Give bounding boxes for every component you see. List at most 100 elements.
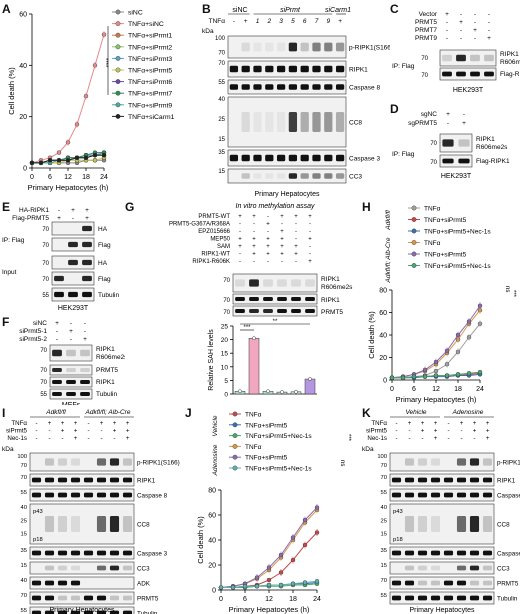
- blot-band: [31, 580, 42, 586]
- blot-band: [265, 84, 274, 90]
- blot-band: [442, 139, 454, 147]
- group-label: Adkfl/fl; Alb-Cre: [85, 409, 131, 416]
- condition-sign: +: [83, 336, 87, 343]
- group-label: Adkfl/fl: [45, 409, 66, 416]
- blot-band: [276, 112, 286, 132]
- condition-sign: -: [488, 19, 490, 26]
- condition-sign: +: [113, 428, 117, 435]
- mw-label: 15: [21, 532, 27, 538]
- panel-h-line-chart: 0 20 40 60 80 0 6 12 18 24 Primary Hepatocytes (h)…: [367, 205, 516, 405]
- blot-band: [31, 610, 42, 614]
- blot-band: [276, 42, 286, 52]
- data-point: [433, 368, 439, 374]
- blot-band: [417, 492, 428, 498]
- blot-label: RIPK1: [500, 51, 519, 58]
- condition-sign: +: [421, 428, 425, 435]
- blot-band: [70, 550, 81, 556]
- blot-band: [430, 516, 441, 532]
- blot-band: [263, 279, 273, 287]
- x-axis-label: Primary Hepatocytes (h): [229, 605, 310, 614]
- blot-band: [456, 565, 467, 571]
- blot-band: [253, 112, 262, 132]
- legend-marker: [115, 67, 121, 73]
- blot-band: [70, 492, 81, 498]
- condition-sign: -: [48, 435, 50, 442]
- blot-label: p-RIPK1(S166): [349, 45, 390, 52]
- mw-label: 35: [21, 548, 27, 554]
- blot-strip: [389, 576, 495, 590]
- lane-label: +: [244, 18, 248, 25]
- blot-band: [482, 580, 493, 586]
- x-tick-label: 24: [313, 596, 321, 603]
- condition-sign: +: [238, 244, 242, 250]
- data-point: [466, 371, 472, 376]
- blot-band: [80, 380, 90, 384]
- panel-label-g: G: [125, 200, 135, 214]
- condition-sign: -: [267, 214, 269, 220]
- mw-label: 55: [21, 490, 27, 496]
- blot-band: [391, 477, 402, 483]
- blot-band: [482, 492, 493, 498]
- legend-marker: [115, 102, 121, 108]
- blot-band: [253, 173, 262, 179]
- condition-label: EPZ015666: [198, 229, 230, 235]
- blot-label: RIPK1: [96, 379, 115, 386]
- blot-band: [288, 84, 298, 90]
- blot-band: [291, 279, 301, 287]
- condition-sign: -: [473, 435, 475, 442]
- y-tick-label: 10: [221, 364, 229, 371]
- blot-band: [122, 458, 133, 466]
- condition-sign: -: [395, 435, 397, 442]
- y-tick-label: 40: [379, 333, 387, 340]
- legend-label: TNFα+siPrmt5+Nec-1s: [245, 433, 312, 440]
- blot-band: [122, 550, 133, 556]
- condition-sign: +: [61, 420, 65, 427]
- condition-sign: -: [84, 320, 86, 327]
- condition-sign: +: [69, 328, 73, 335]
- blot-band: [57, 550, 68, 556]
- group-label: Adenosine: [212, 444, 219, 476]
- blot-band: [249, 297, 259, 301]
- blot-band: [265, 42, 274, 52]
- blot-band: [263, 297, 273, 301]
- mw-label: 15: [218, 137, 225, 143]
- bar: [304, 378, 316, 395]
- mw-label: 70: [21, 475, 27, 481]
- blot-band: [430, 492, 441, 498]
- blot-band: [324, 112, 333, 132]
- blot-label: CC8: [137, 522, 150, 529]
- condition-sign: +: [434, 435, 438, 442]
- x-tick-label: 0: [390, 386, 394, 393]
- y-tick-label: 0: [224, 392, 228, 399]
- mw-label: 70: [381, 578, 387, 584]
- mw-label: 100: [377, 454, 387, 460]
- significance-stars: ***: [243, 325, 251, 331]
- blot-label: Caspase 8: [349, 85, 380, 92]
- legend-marker: [411, 205, 417, 211]
- condition-sign: -: [421, 435, 423, 442]
- condition-sign: +: [48, 420, 52, 427]
- condition-label: Vector: [419, 11, 438, 18]
- blot-strip: [389, 591, 495, 605]
- blot-band: [54, 275, 64, 282]
- blot-band: [458, 158, 470, 164]
- panel-label-h: H: [362, 200, 371, 214]
- blot-band: [417, 477, 428, 483]
- blot-label: HA: [98, 226, 108, 233]
- mw-label: 70: [421, 73, 428, 79]
- panel-label-d: D: [390, 102, 399, 116]
- blot-label: Caspase 3: [349, 156, 380, 163]
- blot-band: [404, 565, 415, 571]
- blot-band: [44, 458, 55, 466]
- panel-c-western-blot: Vector + - - -PRMT5- + - -PRMT7- - + -PRMT9- - - +RIP…: [392, 11, 520, 94]
- legend-label: TNFα: [245, 412, 262, 419]
- x-tick-label: 6: [243, 596, 247, 603]
- blot-band: [482, 477, 493, 483]
- condition-sign: +: [252, 237, 256, 243]
- blot-strip: [51, 271, 95, 286]
- blot-label: PRMT5: [96, 367, 118, 374]
- condition-label: PRMT9: [415, 35, 437, 42]
- mw-label: 40: [381, 505, 387, 511]
